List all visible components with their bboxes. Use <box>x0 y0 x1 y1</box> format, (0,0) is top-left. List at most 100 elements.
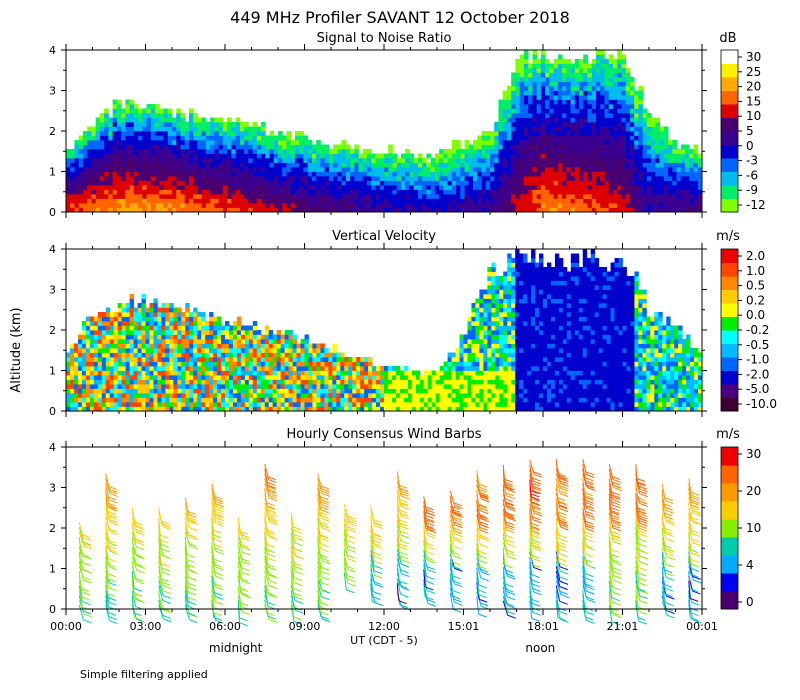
snr-cell <box>634 198 639 204</box>
snr-cell <box>600 54 605 60</box>
velocity-cell <box>189 361 194 367</box>
velocity-cell <box>121 357 127 362</box>
snr-cell <box>515 162 521 168</box>
snr-cell <box>235 171 241 177</box>
snr-cell <box>167 167 173 172</box>
snr-cell <box>528 176 533 181</box>
velocity-cell <box>364 375 369 380</box>
velocity-cell <box>276 397 282 403</box>
velocity-cell <box>288 379 293 385</box>
velocity-cell <box>85 316 91 322</box>
velocity-cell <box>97 334 103 340</box>
snr-cell <box>596 63 601 69</box>
snr-cell <box>388 198 393 204</box>
velocity-cell <box>324 402 329 407</box>
colorbar-swatch <box>721 63 738 78</box>
snr-cell <box>456 149 461 154</box>
snr-cell <box>523 90 529 96</box>
snr-cell <box>451 158 457 163</box>
snr-cell <box>261 167 266 172</box>
snr-cell <box>269 149 275 154</box>
snr-cell <box>617 63 622 69</box>
snr-cell <box>676 194 682 199</box>
snr-cell <box>320 198 326 204</box>
snr-cell <box>337 176 342 181</box>
snr-cell <box>133 122 139 127</box>
velocity-cell <box>300 379 305 385</box>
snr-cell <box>625 104 631 109</box>
velocity-cell <box>411 384 417 389</box>
snr-cell <box>426 162 432 168</box>
velocity-cell <box>117 339 123 344</box>
velocity-cell <box>169 343 174 349</box>
snr-cell <box>188 131 194 136</box>
snr-cell <box>358 189 364 195</box>
snr-cell <box>540 207 546 213</box>
velocity-cell <box>173 402 178 407</box>
velocity-cell <box>272 379 278 385</box>
velocity-cell <box>169 393 174 398</box>
velocity-cell <box>304 397 309 403</box>
velocity-cell <box>209 397 214 403</box>
velocity-cell <box>173 325 178 331</box>
velocity-cell <box>296 361 301 367</box>
snr-cell <box>447 153 453 159</box>
snr-cell <box>608 77 614 82</box>
snr-cell <box>104 135 109 141</box>
velocity-cell <box>332 343 337 349</box>
snr-cell <box>477 176 482 181</box>
snr-cell <box>188 180 194 186</box>
velocity-cell <box>121 321 127 326</box>
snr-cell <box>519 117 525 123</box>
snr-cell <box>583 99 588 105</box>
snr-cell <box>227 117 232 123</box>
velocity-cell <box>125 312 130 317</box>
snr-cell <box>587 203 593 208</box>
snr-cell <box>193 149 198 154</box>
snr-cell <box>685 153 690 159</box>
velocity-cell <box>284 361 289 367</box>
snr-cell <box>392 198 398 204</box>
snr-cell <box>562 95 567 100</box>
velocity-cell <box>248 357 254 362</box>
velocity-cell <box>308 370 313 376</box>
snr-cell <box>638 86 644 91</box>
snr-cell <box>591 59 597 64</box>
snr-cell <box>307 158 313 163</box>
snr-cell <box>163 153 169 159</box>
velocity-cell <box>221 375 226 380</box>
snr-cell <box>545 180 550 186</box>
snr-cell <box>290 189 296 195</box>
snr-cell <box>193 144 198 150</box>
snr-cell <box>197 198 203 204</box>
snr-cell <box>481 203 487 208</box>
snr-cell <box>629 185 635 190</box>
velocity-cell <box>121 303 127 308</box>
snr-cell <box>540 198 546 204</box>
velocity-cell <box>165 375 170 380</box>
snr-cell <box>371 153 376 159</box>
snr-cell <box>519 171 525 177</box>
snr-cell <box>646 180 652 186</box>
snr-cell <box>506 207 512 213</box>
velocity-cell <box>161 357 166 362</box>
snr-cell <box>172 207 177 213</box>
snr-cell <box>528 158 533 163</box>
velocity-cell <box>292 343 297 349</box>
snr-cell <box>311 198 317 204</box>
velocity-cell <box>69 370 75 376</box>
snr-cell <box>570 99 576 105</box>
velocity-cell <box>113 379 119 385</box>
velocity-cell <box>360 388 365 394</box>
velocity-cell <box>133 334 138 340</box>
velocity-cell <box>232 388 238 394</box>
snr-cell <box>430 176 436 181</box>
snr-cell <box>299 131 304 136</box>
velocity-cell <box>197 388 202 394</box>
velocity-cell <box>395 384 401 389</box>
snr-cell <box>685 149 690 154</box>
snr-cell <box>328 194 334 199</box>
snr-cell <box>155 185 160 190</box>
snr-cell <box>214 203 220 208</box>
velocity-cell <box>260 375 266 380</box>
